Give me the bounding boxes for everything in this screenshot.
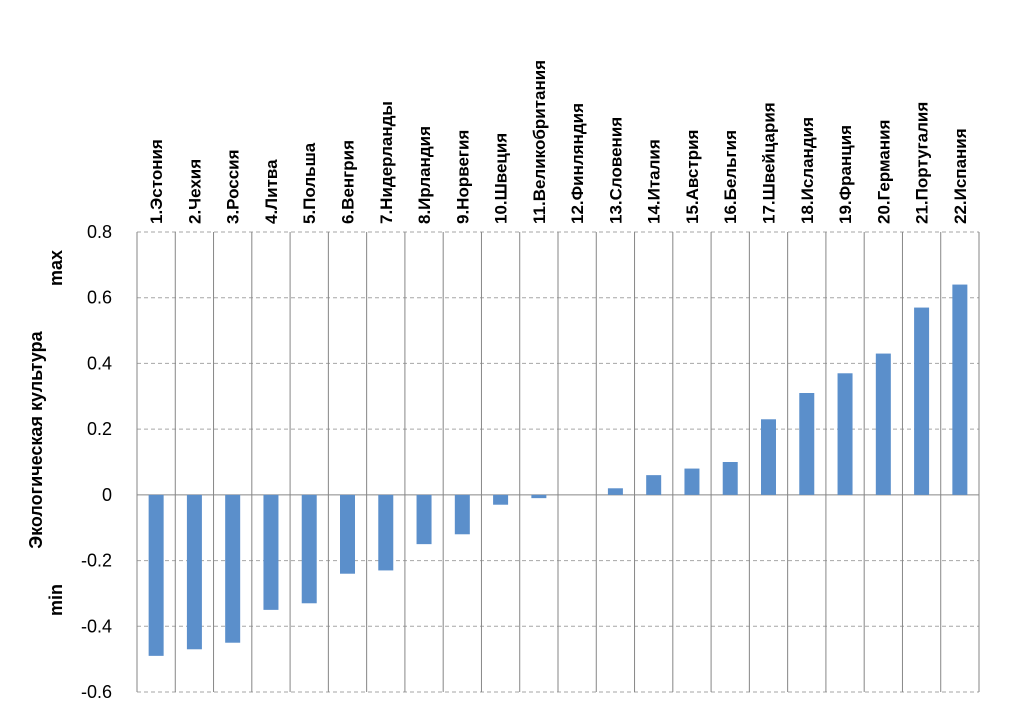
category-label: 7.Нидерланды [377,101,396,224]
category-label: 21.Португалия [913,102,932,224]
category-label: 13.Словения [606,117,625,224]
category-label: 10.Швеция [492,133,511,224]
bar [761,419,776,495]
bar [186,494,202,650]
y-axis-max-label: max [46,250,66,286]
y-tick-label: -0.6 [81,682,112,702]
bar [684,468,700,495]
bar [914,307,930,495]
bar [263,494,279,610]
bar [837,373,853,495]
bars [148,284,968,656]
bar [378,494,394,571]
bar [340,494,355,574]
category-label: 16.Бельгия [721,130,740,224]
category-label: 1.Эстония [147,139,166,224]
bar [493,494,509,505]
y-tick-label: 0.2 [87,419,112,439]
bar [531,494,547,499]
category-labels: 1.Эстония 2.Чехия 3.Россия 4.Литва 5.Польша 6… [147,60,970,224]
y-tick-labels: -0.6 -0.4 -0.2 0 0.2 0.4 0.6 0.8 [81,222,112,702]
category-label: 22.Испания [951,128,970,224]
bar [646,475,662,495]
bar [952,284,968,495]
bar [454,494,470,535]
bar [799,393,815,495]
category-label: 15.Австрия [683,130,702,224]
category-label: 14.Италия [645,139,664,224]
bar [722,462,738,495]
category-label: 2.Чехия [185,159,204,224]
y-tick-label: 0.8 [87,222,112,242]
y-tick-label: -0.4 [81,616,112,636]
category-label: 17.Швейцария [760,102,779,224]
category-label: 6.Венгрия [339,140,358,224]
grid [136,231,980,693]
category-label: 19.Франция [836,125,855,224]
bar [875,353,891,495]
category-label: 12.Финляндия [568,103,587,224]
y-axis-min-label: min [46,584,66,616]
category-label: 18.Исландия [798,117,817,224]
category-label: 4.Литва [262,159,281,224]
bar [416,494,432,545]
category-label: 8.Ирландия [415,126,434,224]
y-tick-label: 0.6 [87,288,112,308]
bar [148,494,164,656]
bar [225,494,241,643]
category-label: 9.Норвегия [453,130,472,224]
category-label: 20.Германия [874,120,893,224]
y-tick-label: -0.2 [81,551,112,571]
category-label: 3.Россия [224,149,243,224]
y-tick-label: 0.4 [87,353,112,373]
category-label: 5.Польша [300,142,319,224]
bar [607,488,623,495]
y-axis-title: Экологическая культура [26,330,46,548]
bar [301,494,317,604]
y-tick-label: 0 [102,485,112,505]
category-label: 11.Великобритания [530,60,549,224]
